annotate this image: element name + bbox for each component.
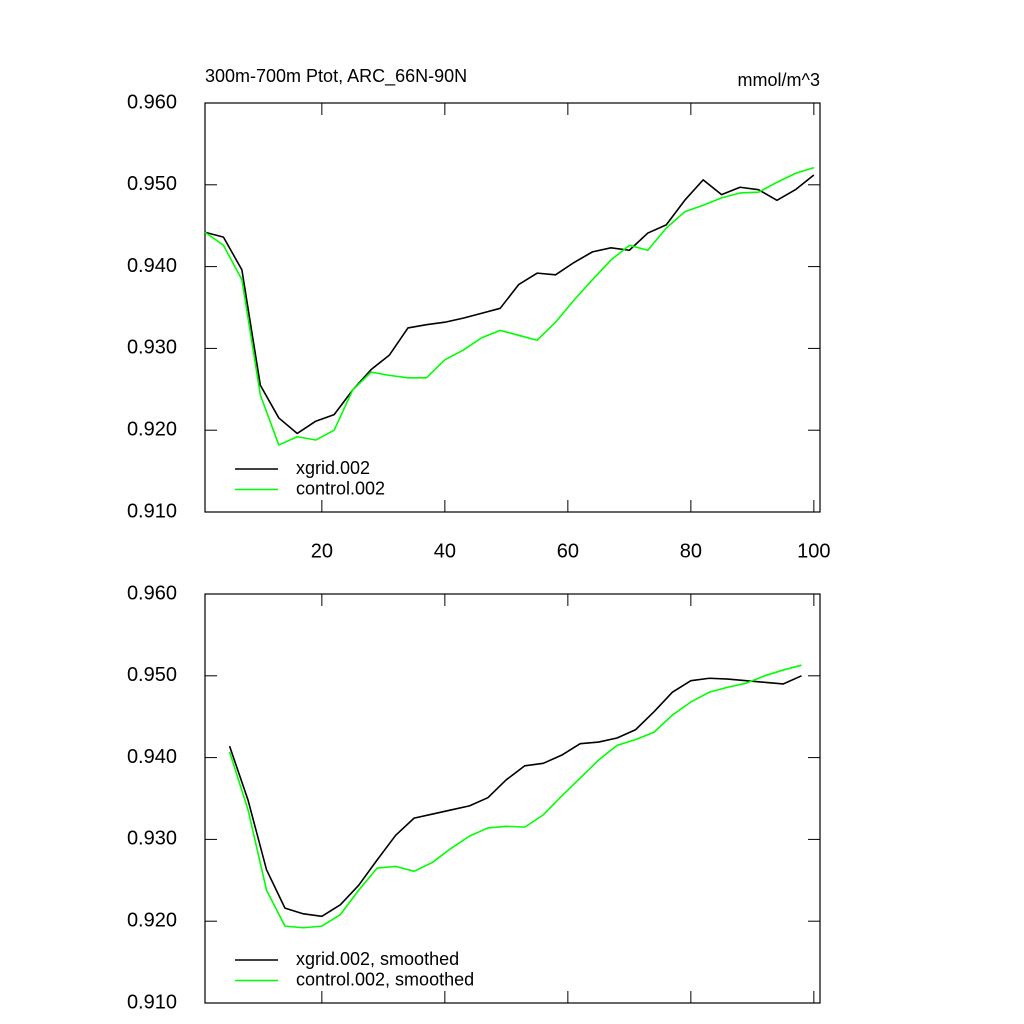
units-label: mmol/m^3 bbox=[738, 70, 820, 90]
y-tick-label: 0.950 bbox=[127, 173, 177, 195]
y-tick-label: 0.920 bbox=[127, 418, 177, 440]
series-line bbox=[204, 174, 815, 435]
y-tick-label: 0.960 bbox=[127, 91, 177, 113]
y-tick-label: 0.920 bbox=[127, 909, 177, 931]
legend-label: control.002, smoothed bbox=[296, 969, 474, 989]
y-tick-label: 0.940 bbox=[127, 746, 177, 768]
x-tick-label: 60 bbox=[557, 540, 579, 562]
series-line bbox=[228, 675, 802, 918]
y-tick-label: 0.940 bbox=[127, 255, 177, 277]
x-tick-label: 40 bbox=[434, 540, 456, 562]
legend-label: xgrid.002, smoothed bbox=[296, 949, 459, 969]
legend-label: control.002 bbox=[296, 478, 385, 498]
legend-label: xgrid.002 bbox=[296, 458, 370, 478]
y-tick-label: 0.910 bbox=[127, 991, 177, 1013]
plot-frame bbox=[204, 593, 821, 1004]
y-tick-label: 0.930 bbox=[127, 828, 177, 850]
y-tick-label: 0.930 bbox=[127, 337, 177, 359]
y-tick-label: 0.910 bbox=[127, 500, 177, 522]
x-tick-label: 100 bbox=[797, 540, 830, 562]
series-line bbox=[204, 166, 815, 446]
plot-frame bbox=[204, 102, 821, 513]
chart-title: 300m-700m Ptot, ARC_66N-90N bbox=[205, 66, 467, 87]
y-tick-label: 0.950 bbox=[127, 664, 177, 686]
x-tick-label: 20 bbox=[311, 540, 333, 562]
x-tick-label: 80 bbox=[680, 540, 702, 562]
y-tick-label: 0.960 bbox=[127, 582, 177, 604]
series-line bbox=[228, 664, 802, 929]
